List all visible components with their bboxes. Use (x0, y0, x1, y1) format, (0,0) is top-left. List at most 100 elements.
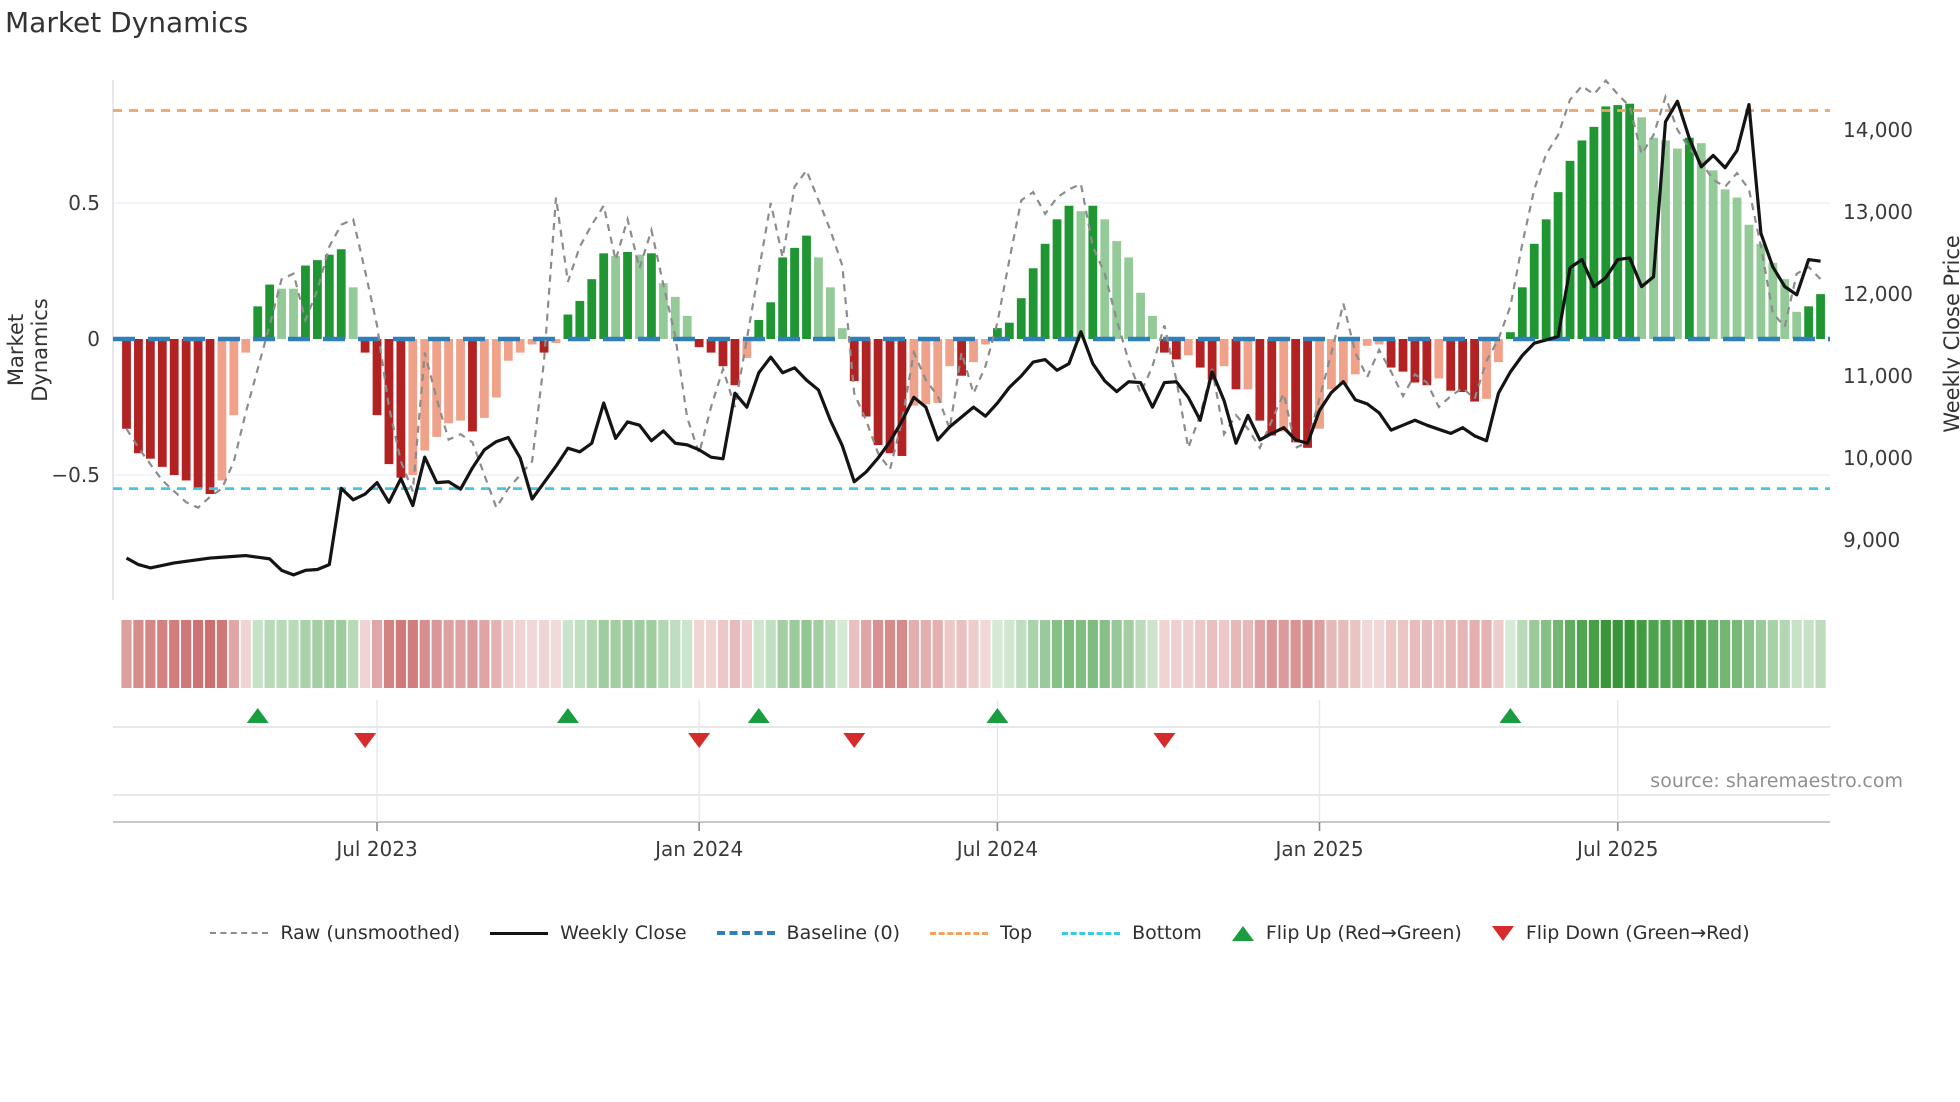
heatmap-cell (1672, 620, 1683, 688)
x-axis-tick-label: Jan 2025 (1273, 837, 1363, 861)
heatmap-cell (944, 620, 955, 688)
weekly-close-line (125, 99, 1821, 577)
oscillator-bar (1780, 279, 1790, 339)
oscillator-bar (599, 253, 609, 339)
heatmap-cell (538, 620, 550, 688)
heatmap-cell (1433, 620, 1444, 688)
oscillator-bar (1517, 287, 1527, 339)
heatmap-cell (1755, 620, 1767, 688)
oscillator-bar (1673, 148, 1682, 339)
x-axis-tick-label: Jul 2024 (955, 837, 1038, 861)
oscillator-bar (396, 339, 406, 478)
oscillator-bar (1756, 243, 1766, 339)
heatmap-cell (1242, 620, 1254, 688)
heatmap-cell (1612, 620, 1623, 688)
heatmap-cell (861, 620, 872, 688)
heatmap-cell (1385, 620, 1397, 688)
heatmap-cell (1648, 620, 1659, 688)
heatmap-cell (371, 620, 383, 688)
flip-up-marker (986, 708, 1009, 723)
oscillator-bar (706, 339, 716, 353)
oscillator-bar (324, 254, 334, 339)
oscillator-bar (1482, 339, 1491, 399)
oscillator-bar (1661, 140, 1670, 339)
heatmap-cell (515, 620, 526, 688)
oscillator-bar (1183, 339, 1193, 356)
heatmap-cell (717, 620, 729, 688)
heatmap-cell (1075, 620, 1086, 688)
heatmap-cell (694, 620, 705, 688)
oscillator-bar (301, 265, 310, 339)
oscillator-bar (408, 339, 418, 475)
oscillator-bar (1422, 339, 1432, 386)
heatmap-cell (1159, 620, 1170, 688)
heatmap-cell (1505, 620, 1516, 688)
heatmap-cell (1290, 620, 1301, 688)
flip-down-marker (688, 733, 711, 748)
heatmap-cell (1469, 620, 1480, 688)
oscillator-bar (265, 284, 275, 339)
heatmap-cell (467, 620, 478, 688)
oscillator-bar (1744, 224, 1754, 339)
oscillator-bar (1649, 137, 1658, 339)
legend-item-bottom: Bottom (1062, 922, 1202, 944)
heatmap-cell (527, 620, 538, 688)
heatmap-cell (1779, 620, 1790, 688)
oscillator-bar (1160, 339, 1169, 353)
heatmap-cell (682, 620, 693, 688)
heatmap-cell (240, 620, 251, 688)
legend-label: Flip Up (Red→Green) (1265, 922, 1462, 944)
heatmap-cell (288, 620, 299, 688)
flip-up-marker (747, 708, 770, 723)
heatmap-cell (1111, 620, 1122, 688)
oscillator-bar (647, 253, 656, 339)
right-axis-tick-label: 12,000 (1843, 282, 1913, 306)
oscillator-bar (1434, 339, 1444, 379)
heatmap-cell (228, 620, 239, 688)
heatmap-cell (968, 620, 979, 688)
legend-label: Weekly Close (560, 922, 687, 944)
oscillator-bar (1470, 339, 1479, 402)
heatmap-cell (360, 620, 371, 688)
legend-item-top: Top (930, 922, 1032, 944)
blue-dashed-line-icon (716, 931, 775, 935)
oscillator-bar (1601, 106, 1611, 339)
oscillator-bar (1553, 192, 1563, 339)
oscillator-bar (420, 339, 430, 451)
oscillator-bar (134, 339, 143, 454)
oscillator-bar (814, 257, 823, 339)
heatmap-cell (884, 620, 896, 688)
heatmap-cell (252, 620, 263, 688)
oscillator-bar (360, 339, 370, 353)
heatmap-cell (1636, 620, 1647, 688)
oscillator-bar (527, 339, 537, 345)
oscillator-bar (921, 339, 931, 405)
oscillator-bar (790, 247, 799, 339)
heatmap-cell (872, 620, 884, 688)
heatmap-cell (1743, 620, 1755, 688)
heatmap-cell (1135, 620, 1146, 688)
flip-down-marker (354, 733, 377, 748)
heatmap-cell (491, 620, 502, 688)
heatmap-cell (1421, 620, 1432, 688)
heatmap-cell (1684, 620, 1695, 688)
oscillator-bar (802, 235, 811, 339)
heatmap-cell (1099, 620, 1110, 688)
oscillator-bar (1446, 339, 1456, 391)
heatmap-cell (1254, 620, 1265, 688)
heatmap-cell (1600, 620, 1611, 688)
oscillator-bar (480, 339, 489, 418)
right-axis-tick-label: 11,000 (1843, 364, 1913, 388)
heatmap-cell (1350, 620, 1361, 688)
oscillator-bar (1398, 339, 1408, 372)
heatmap-cell (765, 620, 776, 688)
heatmap-cell (383, 620, 395, 688)
left-axis-title: Market Dynamics (4, 298, 52, 402)
oscillator-bar (861, 339, 871, 417)
oscillator-bar (181, 339, 191, 481)
oscillator-bar (468, 339, 477, 432)
heatmap-cell (264, 620, 275, 688)
heatmap-cell (157, 620, 168, 688)
heatmap-cell (1409, 620, 1421, 688)
heatmap-cell (1207, 620, 1218, 688)
